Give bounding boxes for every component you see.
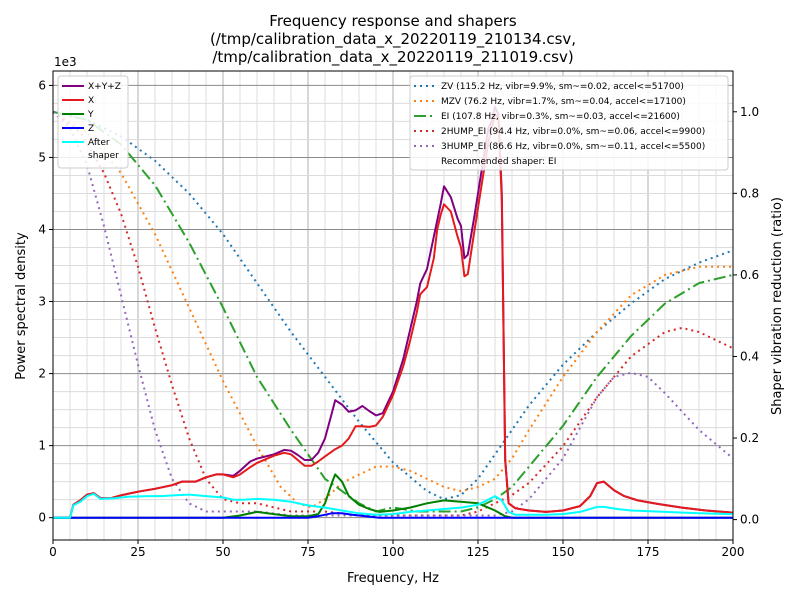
legend-shapers: ZV (115.2 Hz, vibr=9.9%, sm~=0.02, accel… bbox=[409, 75, 729, 171]
y-tick-label: 1 bbox=[38, 439, 46, 453]
recommended-shaper-text: Recommended shaper: EI bbox=[441, 157, 556, 167]
y2-tick-label: 1.0 bbox=[740, 105, 759, 119]
y-axis-right: 0.0 0.2 0.4 0.6 0.8 1.0 bbox=[733, 105, 759, 527]
legend-shapers-box bbox=[409, 75, 729, 171]
x-tick-label: 0 bbox=[49, 545, 57, 559]
y-tick-label: 5 bbox=[38, 150, 46, 164]
legend-psd-label: shaper bbox=[88, 151, 119, 161]
y2-tick-label: 0.6 bbox=[740, 268, 759, 282]
x-tick-label: 25 bbox=[130, 545, 145, 559]
x-tick-label: 50 bbox=[215, 545, 230, 559]
y-tick-label: 6 bbox=[38, 78, 46, 92]
y2-tick-label: 0.2 bbox=[740, 431, 759, 445]
x-tick-label: 175 bbox=[637, 545, 660, 559]
legend-psd-label: Y bbox=[87, 110, 94, 120]
y-axis-label: Power spectral density bbox=[14, 232, 29, 380]
chart-title-line-1: Frequency response and shapers bbox=[269, 12, 517, 30]
psd-series-line-3 bbox=[53, 512, 733, 519]
y2-tick-label: 0.8 bbox=[740, 186, 759, 200]
y-axis-left: 0 1 2 3 4 5 6 bbox=[38, 78, 53, 525]
x-axis-label: Frequency, Hz bbox=[347, 571, 439, 586]
x-tick-label: 100 bbox=[382, 545, 405, 559]
shaper-series-line-4 bbox=[53, 111, 733, 517]
legend-psd-label: After bbox=[88, 138, 110, 148]
legend-shaper-label: EI (107.8 Hz, vibr=0.3%, sm~=0.03, accel… bbox=[441, 112, 680, 122]
y-offset-text: 1e3 bbox=[54, 55, 77, 69]
y-tick-label: 3 bbox=[38, 295, 46, 309]
y2-tick-label: 0.4 bbox=[740, 349, 759, 363]
chart-title-line-3: /tmp/calibration_data_x_20220119_211019.… bbox=[212, 48, 573, 67]
x-tick-label: 150 bbox=[552, 545, 575, 559]
y-tick-label: 4 bbox=[38, 222, 46, 236]
legend-shaper-label: MZV (76.2 Hz, vibr=1.7%, sm~=0.04, accel… bbox=[441, 97, 686, 107]
shaper-series-line-1 bbox=[53, 110, 733, 509]
y2-tick-label: 0.0 bbox=[740, 513, 759, 527]
psd-series-line-2 bbox=[53, 473, 733, 519]
shaper-series-line-0 bbox=[53, 110, 733, 501]
chart-title-line-2: (/tmp/calibration_data_x_20220119_210134… bbox=[210, 30, 576, 49]
legend-shaper-label: 2HUMP_EI (94.4 Hz, vibr=0.0%, sm~=0.06, … bbox=[441, 127, 705, 137]
x-tick-label: 200 bbox=[722, 545, 745, 559]
y-tick-label: 0 bbox=[38, 511, 46, 525]
legend-psd-label: Z bbox=[88, 124, 94, 134]
chart-title: Frequency response and shapers (/tmp/cal… bbox=[210, 12, 576, 67]
x-tick-label: 125 bbox=[467, 545, 490, 559]
psd-series-line-1 bbox=[53, 113, 733, 519]
y-tick-label: 2 bbox=[38, 367, 46, 381]
legend-shaper-label: ZV (115.2 Hz, vibr=9.9%, sm~=0.02, accel… bbox=[441, 82, 684, 92]
legend-psd-label: X bbox=[88, 96, 94, 106]
y2-axis-label: Shaper vibration reduction (ratio) bbox=[770, 197, 785, 415]
legend-psd-label: X+Y+Z bbox=[88, 82, 121, 92]
psd-series-line-4 bbox=[53, 492, 733, 519]
legend-psd: X+Y+Z XYZ After shaper bbox=[57, 75, 129, 169]
legend-shaper-label: 3HUMP_EI (86.6 Hz, vibr=0.0%, sm~=0.11, … bbox=[441, 142, 705, 152]
x-axis: 0 25 50 75 100 125 150 175 200 bbox=[49, 540, 744, 559]
x-tick-label: 75 bbox=[300, 545, 315, 559]
plot-series bbox=[53, 106, 733, 519]
